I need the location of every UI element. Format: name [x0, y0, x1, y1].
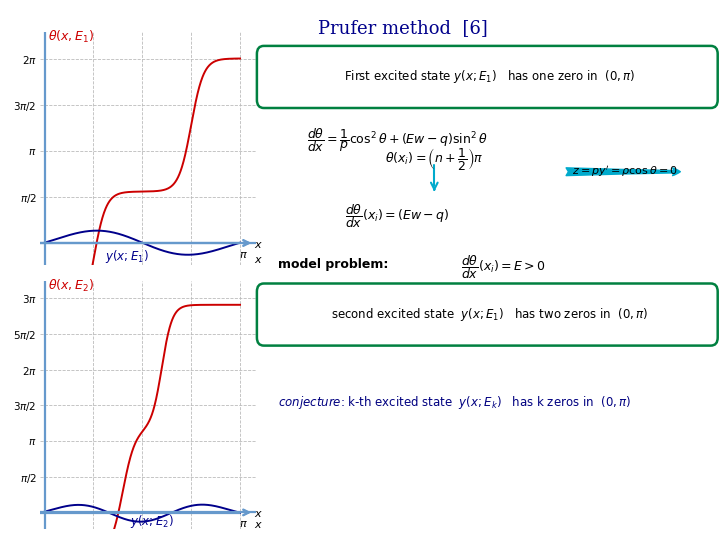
Text: $\dfrac{d\theta}{dx}(x_i) = E > 0$: $\dfrac{d\theta}{dx}(x_i) = E > 0$ — [461, 253, 546, 281]
Text: First excited state $y(x;E_1)$   has one zero in  $(0,\pi)$: First excited state $y(x;E_1)$ has one z… — [344, 68, 635, 85]
Text: $\pi$: $\pi$ — [239, 518, 248, 529]
Text: $\theta(x, E_2)$: $\theta(x, E_2)$ — [48, 278, 94, 294]
FancyBboxPatch shape — [257, 46, 718, 108]
Text: Prufer method  [6]: Prufer method [6] — [318, 19, 488, 37]
Text: $z = py^{\prime} = \rho\cos\theta = 0$: $z = py^{\prime} = \rho\cos\theta = 0$ — [572, 164, 678, 179]
Text: $\mathit{conjecture}$: k-th excited state  $y(x;E_k)$   has k zeros in  $(0,\pi): $\mathit{conjecture}$: k-th excited stat… — [278, 394, 631, 411]
Text: $x$: $x$ — [253, 509, 263, 519]
Text: $\theta(x_i) = \left(n+\dfrac{1}{2}\right)\pi$: $\theta(x_i) = \left(n+\dfrac{1}{2}\righ… — [385, 146, 484, 172]
Text: second excited state  $y(x;E_1)$   has two zeros in  $(0,\pi)$: second excited state $y(x;E_1)$ has two … — [331, 306, 648, 323]
Text: $x$: $x$ — [253, 255, 263, 265]
Text: $\dfrac{d\theta}{dx}(x_i) = (Ew-q)$: $\dfrac{d\theta}{dx}(x_i) = (Ew-q)$ — [345, 202, 450, 230]
Text: $\pi$: $\pi$ — [239, 250, 248, 260]
Text: $\theta(x, E_1)$: $\theta(x, E_1)$ — [48, 29, 94, 45]
Text: model problem:: model problem: — [278, 258, 388, 271]
Text: $\dfrac{d\theta}{dx} = \dfrac{1}{p}\cos^2\theta + (Ew-q)\sin^2\theta$: $\dfrac{d\theta}{dx} = \dfrac{1}{p}\cos^… — [307, 126, 487, 154]
FancyBboxPatch shape — [257, 284, 718, 346]
Text: $x$: $x$ — [253, 240, 263, 250]
Text: $y(x;E_2)$: $y(x;E_2)$ — [130, 514, 174, 530]
Text: $y(x;E_1)$: $y(x;E_1)$ — [105, 248, 148, 265]
Text: $x$: $x$ — [253, 521, 263, 530]
